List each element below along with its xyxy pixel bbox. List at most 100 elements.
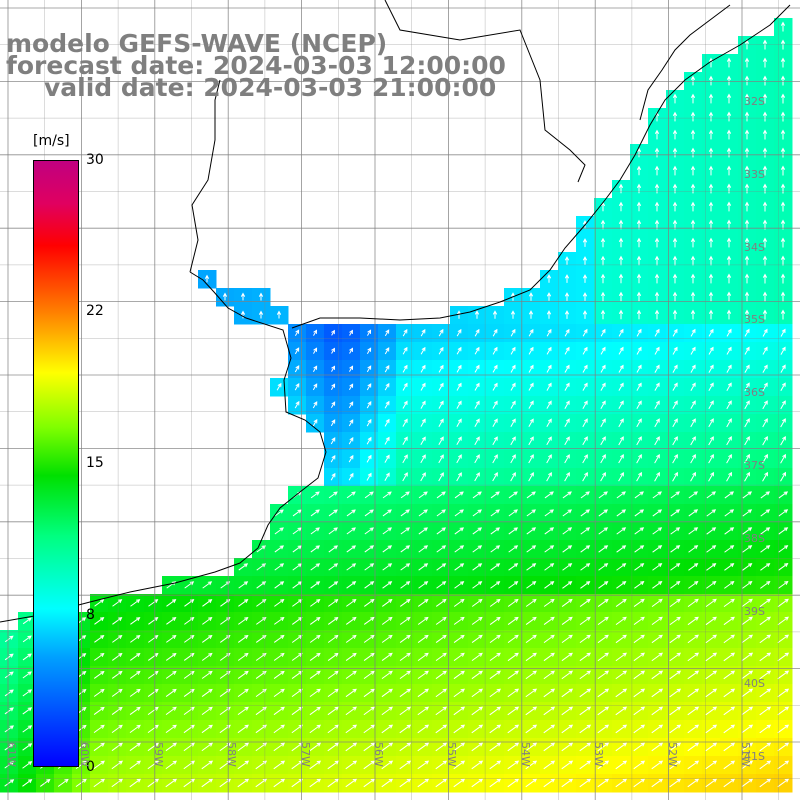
wind-arrow — [726, 183, 732, 194]
wind-arrow — [708, 364, 714, 373]
wind-arrow — [618, 328, 624, 337]
wind-arrow — [762, 273, 768, 284]
wind-arrow — [708, 400, 714, 410]
wind-arrow — [780, 21, 786, 32]
wind-arrow — [528, 346, 534, 355]
wind-arrow — [726, 255, 732, 266]
lon-label: 58W — [225, 742, 239, 767]
wind-arrow — [726, 57, 732, 68]
wind-arrow — [546, 292, 552, 301]
wind-arrow — [510, 418, 516, 428]
wind-arrow — [366, 347, 372, 355]
wind-arrow — [690, 111, 696, 122]
wind-arrow — [348, 419, 354, 427]
wind-arrow — [510, 436, 516, 446]
wind-arrow — [780, 309, 786, 320]
wind-arrow — [384, 382, 390, 391]
wind-arrow — [331, 365, 336, 372]
wind-arrow — [546, 400, 552, 409]
wind-arrow — [349, 365, 354, 372]
wind-arrow — [690, 309, 696, 320]
wind-arrow — [474, 328, 480, 337]
wind-arrow — [456, 382, 462, 391]
wind-arrow — [510, 400, 516, 409]
wind-arrow — [636, 418, 642, 428]
wind-arrow — [546, 346, 552, 355]
wind-arrow — [510, 310, 516, 319]
wind-arrow — [438, 436, 444, 446]
wind-arrow — [744, 273, 750, 284]
wind-arrow — [672, 328, 678, 337]
lat-label: 40S — [744, 677, 765, 691]
lon-label: 53W — [592, 742, 606, 767]
wind-arrow — [636, 291, 642, 302]
wind-arrow — [600, 400, 606, 409]
wind-arrow — [672, 93, 678, 104]
wind-arrow — [654, 328, 660, 337]
wind-arrow — [726, 273, 732, 284]
wind-arrow — [744, 183, 750, 194]
wind-arrow — [294, 400, 300, 409]
wind-arrow — [654, 147, 660, 158]
wind-arrow — [780, 291, 786, 302]
wind-arrow — [564, 292, 570, 301]
wind-arrow — [618, 273, 624, 284]
wind-arrow — [546, 274, 552, 283]
wind-arrow — [564, 418, 570, 428]
wind-arrow — [654, 255, 660, 266]
wind-arrow — [690, 255, 696, 266]
wind-arrow — [420, 346, 426, 355]
wind-arrow — [654, 237, 660, 248]
wind-arrow — [294, 365, 300, 373]
wind-arrow — [438, 328, 444, 337]
wind-arrow — [618, 291, 624, 302]
wind-arrow — [456, 364, 462, 373]
wind-arrow — [672, 309, 678, 320]
wind-arrow — [618, 183, 624, 194]
wind-arrow — [672, 382, 678, 391]
wind-arrow — [294, 329, 300, 337]
wind-arrow — [528, 418, 534, 428]
wind-arrow — [780, 346, 786, 355]
colorbar-unit: [m/s] — [33, 133, 70, 149]
wind-arrow — [762, 418, 768, 428]
title-valid-date: valid date: 2024-03-03 21:00:00 — [44, 73, 497, 102]
wind-arrow — [366, 401, 372, 409]
wind-arrow — [654, 129, 660, 140]
wind-arrow — [564, 436, 570, 446]
wind-arrow — [654, 273, 660, 284]
wind-arrow — [780, 418, 786, 428]
wind-arrow — [384, 347, 390, 355]
wind-arrow — [636, 309, 642, 320]
wind-arrow — [762, 237, 768, 248]
wind-arrow — [564, 310, 570, 319]
wind-arrow — [654, 400, 660, 410]
wind-arrow — [528, 328, 534, 337]
wind-arrow — [780, 57, 786, 68]
wind-arrow — [438, 418, 444, 427]
wind-arrow — [762, 57, 768, 68]
wind-arrow — [456, 310, 462, 319]
wind-arrow — [690, 93, 696, 104]
wind-arrow — [708, 309, 714, 320]
wind-arrow — [331, 329, 335, 336]
wind-arrow — [240, 292, 246, 301]
wind-arrow — [600, 364, 606, 373]
wind-arrow — [312, 383, 318, 391]
wind-arrow — [762, 165, 768, 176]
wind-arrow — [690, 364, 696, 373]
wind-arrow — [762, 364, 768, 373]
wind-arrow — [384, 400, 390, 409]
wind-arrow — [762, 309, 768, 320]
wind-arrow — [348, 383, 354, 391]
lon-label: 54W — [518, 742, 532, 767]
wind-arrow — [294, 383, 300, 391]
wind-arrow — [474, 346, 480, 355]
lat-label: 38S — [744, 531, 765, 545]
wind-arrow — [726, 400, 732, 410]
wind-arrow — [636, 147, 642, 158]
wind-arrow — [528, 400, 534, 409]
wind-arrow — [762, 255, 768, 266]
wind-arrow — [420, 400, 426, 409]
wind-arrow — [780, 255, 786, 266]
